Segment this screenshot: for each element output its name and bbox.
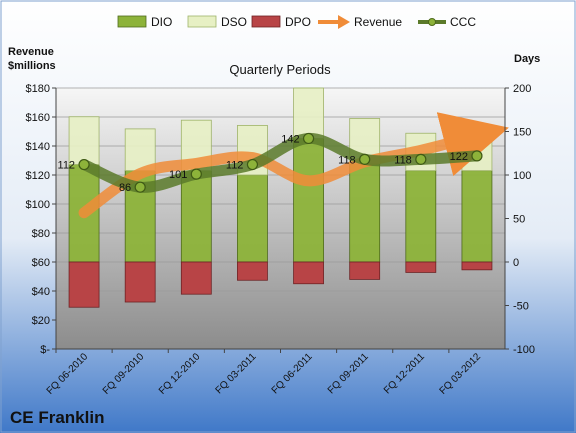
bar-dpo <box>349 261 381 280</box>
legend-label-dso: DSO <box>221 15 247 29</box>
right-tick-label: -100 <box>513 344 535 356</box>
ccc-data-label: 142 <box>281 133 299 145</box>
ccc-data-label: 86 <box>119 182 131 194</box>
bar-dio <box>349 163 381 263</box>
left-tick-label: $80 <box>32 228 50 240</box>
right-axis-title: Days <box>514 53 540 65</box>
bar-dpo <box>293 261 324 285</box>
legend-swatch-dso <box>187 15 217 28</box>
left-axis-title-line1: Revenue <box>8 46 54 58</box>
bar-dio <box>405 170 437 263</box>
ccc-data-label: 112 <box>58 160 76 172</box>
legend-swatch-dpo <box>251 15 281 28</box>
ccc-point <box>359 153 371 165</box>
bar-dpo <box>237 261 268 281</box>
left-tick-label: $120 <box>26 170 50 182</box>
legend-marker-ccc <box>428 18 436 26</box>
right-tick-label: 150 <box>513 127 531 139</box>
bar-dpo <box>461 261 493 271</box>
right-tick-label: 50 <box>513 214 525 226</box>
ccc-data-label: 112 <box>226 160 244 172</box>
legend-label-ccc: CCC <box>450 15 476 29</box>
bar-dio <box>461 170 493 263</box>
legend-label-dio: DIO <box>151 15 172 29</box>
right-tick-label: 0 <box>513 257 519 269</box>
right-tick-label: 200 <box>513 83 531 95</box>
legend-label-dpo: DPO <box>285 15 311 29</box>
company-name: CE Franklin <box>10 408 104 427</box>
bar-dpo <box>180 261 212 295</box>
ccc-point <box>78 158 90 171</box>
data-labels: 112 86 101 112 142 118 118 122 <box>58 133 468 194</box>
ccc-point <box>471 150 483 162</box>
legend-item-ccc: CCC <box>418 15 476 29</box>
legend-item-dio: DIO <box>117 15 172 29</box>
right-tick-label: 100 <box>513 170 531 182</box>
legend-item-dpo: DPO <box>251 15 311 29</box>
legend-arrow-icon <box>338 15 350 29</box>
ccc-line <box>78 132 483 193</box>
legend-swatch-dio <box>117 15 147 28</box>
ccc-point <box>415 153 427 165</box>
left-tick-label: $180 <box>26 83 50 95</box>
ccc-point <box>190 168 202 180</box>
bar-dpo <box>124 261 156 303</box>
ccc-point <box>246 158 259 171</box>
legend-label-revenue: Revenue <box>354 15 402 29</box>
legend-item-dso: DSO <box>187 15 247 29</box>
left-tick-label: $60 <box>32 257 50 269</box>
left-axis-title-line2: $millions <box>8 60 56 72</box>
right-tick-label: -50 <box>513 301 529 313</box>
bar-dpo <box>405 261 437 273</box>
legend-item-revenue: Revenue <box>318 15 402 29</box>
revenue-line <box>78 112 509 219</box>
ccc-data-label: 101 <box>169 169 187 181</box>
bar-dpo <box>68 261 100 308</box>
ccc-point <box>302 132 315 145</box>
left-tick-label: $- <box>40 344 50 356</box>
ccc-data-label: 118 <box>338 154 356 166</box>
series-lines <box>78 112 509 219</box>
plot-area <box>56 88 505 349</box>
ccc-data-label: 122 <box>450 151 468 163</box>
bar-dio <box>237 174 268 263</box>
bar-dio <box>293 138 324 263</box>
bar-dio <box>180 170 212 263</box>
left-tick-label: $140 <box>26 141 50 153</box>
left-tick-label: $100 <box>26 199 50 211</box>
left-tick-label: $160 <box>26 112 50 124</box>
left-tick-label: $20 <box>32 315 50 327</box>
chart-title: Quarterly Periods <box>229 62 331 77</box>
legend: DIO DSO DPO Revenue CCC <box>117 15 476 29</box>
ccc-point <box>134 181 146 193</box>
bar-dso <box>68 116 100 165</box>
left-tick-label: $40 <box>32 286 50 298</box>
bar-dso <box>124 128 156 172</box>
ccc-data-label: 118 <box>394 154 412 166</box>
bar-dso <box>293 87 324 139</box>
